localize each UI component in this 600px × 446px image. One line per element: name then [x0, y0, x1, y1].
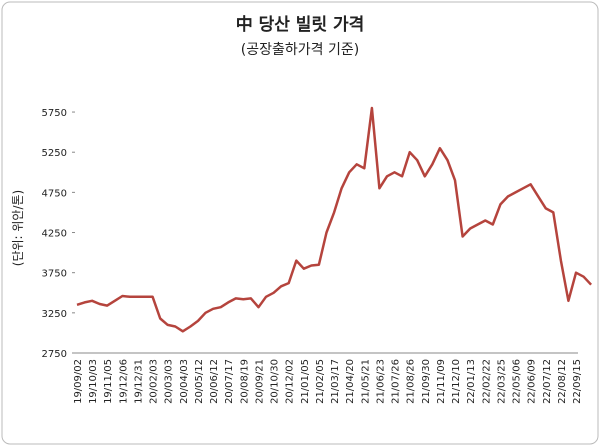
- x-tick-label: 20/05/12: [194, 359, 205, 404]
- x-tick-label: 20/02/03: [149, 359, 160, 404]
- y-tick-label: 3750: [42, 269, 67, 280]
- x-tick-label: 21/07/26: [391, 359, 402, 404]
- x-tick-label: 20/04/03: [179, 359, 190, 404]
- y-tick-label: 5750: [42, 108, 67, 119]
- y-tick-label: 3250: [42, 309, 67, 320]
- x-tick-label: 22/03/25: [496, 359, 507, 404]
- x-tick-label: 22/07/12: [542, 359, 553, 404]
- x-tick-label: 20/03/03: [164, 359, 175, 404]
- y-tick-label: 4750: [42, 188, 67, 199]
- x-tick-label: 20/12/02: [285, 359, 296, 404]
- x-tick-label: 20/09/21: [254, 359, 265, 404]
- x-tick-label: 22/01/13: [466, 359, 477, 404]
- x-tick-label: 19/12/31: [133, 359, 144, 404]
- x-tick-label: 21/12/10: [451, 359, 462, 404]
- x-tick-label: 20/10/30: [270, 359, 281, 404]
- y-axis-label: (단위: 위안/톤): [11, 190, 25, 266]
- x-tick-label: 21/09/30: [421, 359, 432, 404]
- x-tick-label: 21/02/05: [315, 359, 326, 404]
- x-tick-label: 19/12/06: [118, 359, 129, 404]
- x-tick-label: 21/01/05: [300, 359, 311, 404]
- x-tick-label: 21/11/09: [436, 359, 447, 404]
- price-line: [76, 106, 593, 333]
- chart-title: 中 당산 빌릿 가격: [236, 14, 365, 35]
- x-tick-label: 20/08/19: [239, 359, 250, 404]
- x-tick-label: 22/06/09: [527, 359, 538, 404]
- x-tick-label: 21/06/23: [375, 359, 386, 404]
- x-tick-label: 22/08/12: [557, 359, 568, 404]
- x-tick-label: 21/03/17: [330, 359, 341, 404]
- x-tick-label: 21/05/21: [360, 359, 371, 404]
- x-tick-label: 19/09/02: [73, 359, 84, 404]
- x-tick-label: 22/05/06: [512, 359, 523, 404]
- y-tick-label: 2750: [42, 349, 67, 360]
- chart-subtitle: (공장출하가격 기준): [241, 42, 359, 58]
- x-tick-label: 20/06/12: [209, 359, 220, 404]
- y-tick-label: 4250: [42, 229, 67, 240]
- x-tick-label: 21/08/26: [406, 359, 417, 404]
- x-tick-label: 19/11/05: [103, 359, 114, 404]
- y-tick-label: 5250: [42, 148, 67, 159]
- x-tick-label: 19/10/03: [88, 359, 99, 404]
- x-tick-label: 20/07/17: [224, 359, 235, 404]
- x-tick-label: 22/02/22: [481, 359, 492, 404]
- x-tick-label: 21/04/20: [345, 359, 356, 404]
- x-tick-label: 22/09/15: [572, 359, 583, 404]
